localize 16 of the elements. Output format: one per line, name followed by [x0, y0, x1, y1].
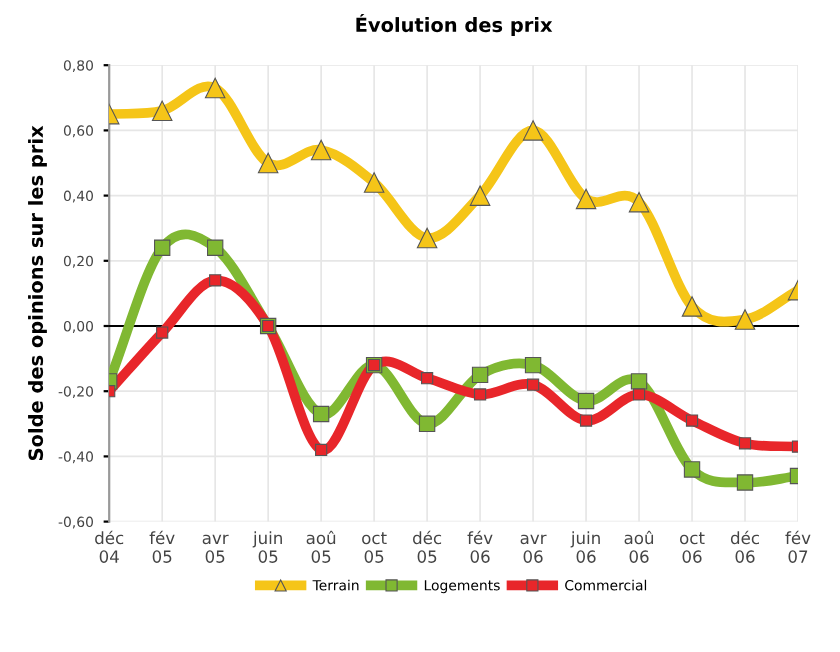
x-tick-label: fév 06: [467, 530, 493, 563]
x-tick-label: fév 05: [149, 530, 175, 563]
x-tick-label: avr 05: [202, 534, 229, 563]
x-tick-label: juin 05: [252, 531, 282, 563]
x-tick-label: aoû 06: [624, 530, 654, 563]
x-tick-label: déc 06: [730, 530, 759, 563]
x-tick-label: oct 05: [362, 532, 387, 563]
x-tick-label: fév 07: [785, 530, 811, 563]
y-axis-title: Solde des opinions sur les prix: [28, 125, 47, 461]
x-tick-label: déc 05: [413, 530, 442, 563]
chart-title: Évolution des prix: [356, 13, 553, 36]
x-tick-label: avr 06: [520, 534, 547, 563]
x-tick-label: aoû 05: [306, 530, 336, 563]
x-tick-label: oct 06: [680, 532, 705, 563]
x-tick-label: déc 04: [95, 530, 124, 563]
x-tick-label: juin 06: [570, 531, 600, 563]
